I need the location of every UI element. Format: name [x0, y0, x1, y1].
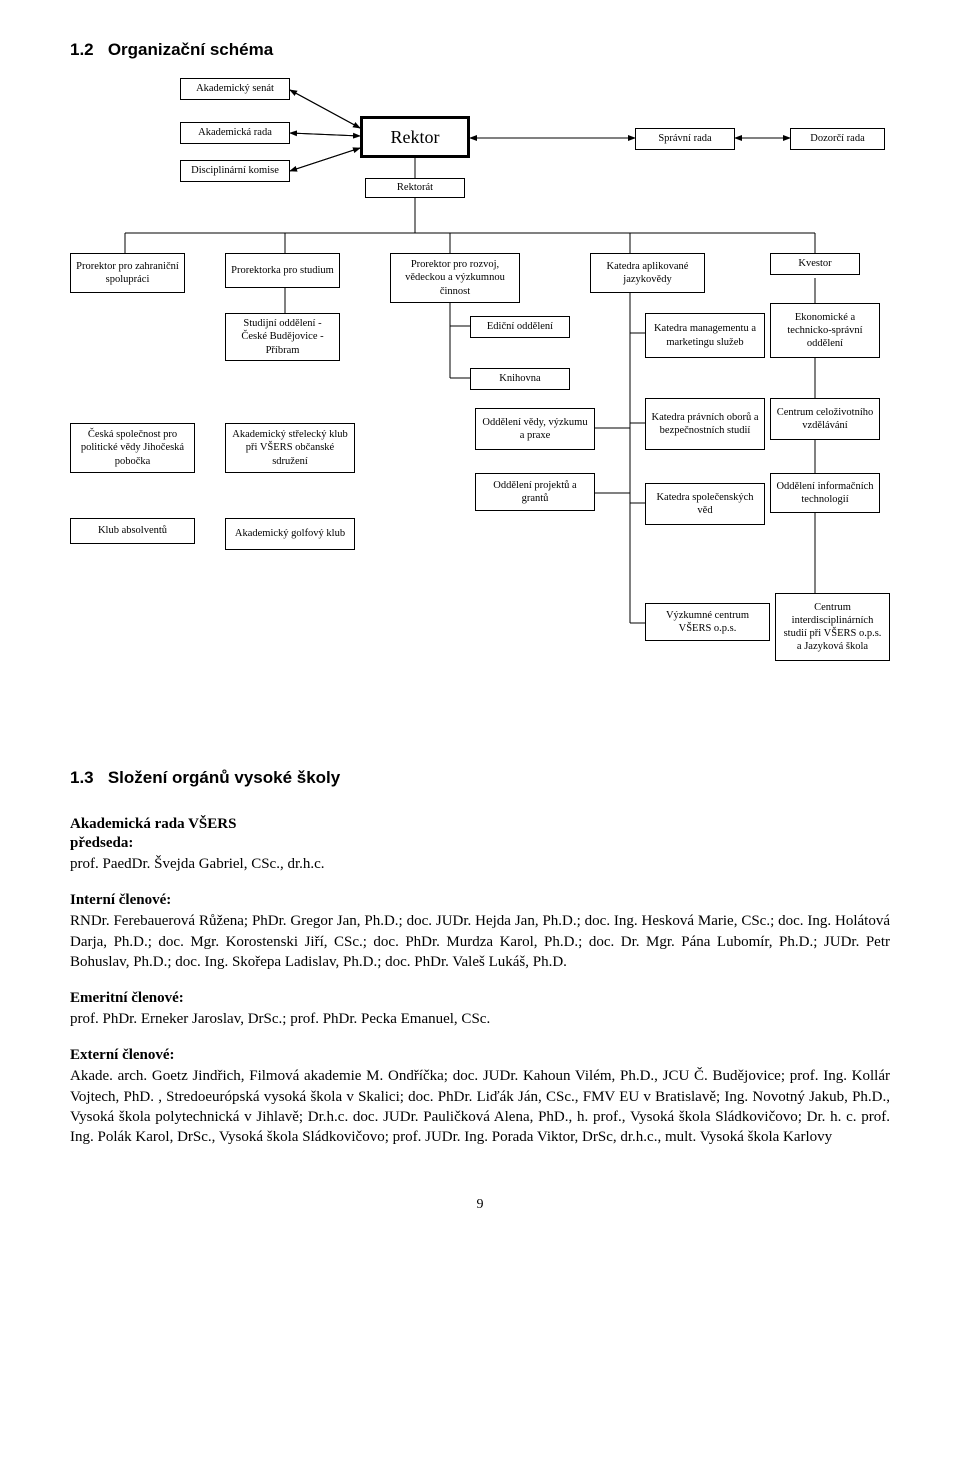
section-title: Organizační schéma [108, 40, 273, 59]
node-prorektor-vyzkum: Prorektor pro rozvoj, vědeckou a výzkumn… [390, 253, 520, 303]
node-spravni-rada: Správní rada [635, 128, 735, 150]
node-strelecky-klub: Akademický střelecký klub při VŠERS obča… [225, 423, 355, 473]
body-p1: prof. PaedDr. Švejda Gabriel, CSc., dr.h… [70, 854, 890, 874]
node-oddeleni-vedy: Oddělení vědy, výzkumu a praxe [475, 408, 595, 450]
org-chart: Akademický senát Akademická rada Discipl… [70, 78, 890, 708]
node-klub-absolventu: Klub absolventů [70, 518, 195, 544]
node-rektor: Rektor [360, 116, 470, 158]
node-knihovna: Knihovna [470, 368, 570, 390]
node-akademicky-senat: Akademický senát [180, 78, 290, 100]
body-h4: Emeritní členové: [70, 990, 890, 1007]
node-oddeleni-projektu: Oddělení projektů a grantů [475, 473, 595, 511]
node-katedra-pravnich: Katedra právních oborů a bezpečnostních … [645, 398, 765, 450]
section-heading-2: 1.3 Složení orgánů vysoké školy [70, 768, 890, 788]
body-p2: RNDr. Ferebauerová Růžena; PhDr. Gregor … [70, 911, 890, 972]
node-dozorci-rada: Dozorčí rada [790, 128, 885, 150]
section-heading-1: 1.2 Organizační schéma [70, 40, 890, 60]
node-centrum-interdisciplinarnich: Centrum interdisciplinárních studií při … [775, 593, 890, 661]
node-studijni-oddeleni: Studijní oddělení - České Budějovice - P… [225, 313, 340, 361]
node-katedra-managementu: Katedra managementu a marketingu služeb [645, 313, 765, 358]
node-katedra-spolecenskych: Katedra společenských věd [645, 483, 765, 525]
body-h2: předseda: [70, 835, 890, 852]
section-num: 1.3 [70, 768, 94, 787]
node-disciplinarni-komise: Disciplinární komise [180, 160, 290, 182]
node-prorektorka-studium: Prorektorka pro studium [225, 253, 340, 288]
node-golfovy-klub: Akademický golfový klub [225, 518, 355, 550]
node-oddeleni-it: Oddělení informačních technologií [770, 473, 880, 513]
node-edicni-oddeleni: Ediční oddělení [470, 316, 570, 338]
body-p4: Akade. arch. Goetz Jindřich, Filmová aka… [70, 1066, 890, 1147]
node-centrum-celozivotniho: Centrum celoživotního vzdělávání [770, 398, 880, 440]
body-h3: Interní členové: [70, 892, 890, 909]
node-rektorat: Rektorát [365, 178, 465, 198]
body-h1: Akademická rada VŠERS [70, 816, 890, 833]
body-p3: prof. PhDr. Erneker Jaroslav, DrSc.; pro… [70, 1009, 890, 1029]
node-akademicka-rada: Akademická rada [180, 122, 290, 144]
node-vyzkumne-centrum: Výzkumné centrum VŠERS o.p.s. [645, 603, 770, 641]
section-title: Složení orgánů vysoké školy [108, 768, 340, 787]
node-prorektor-zahranicni: Prorektor pro zahraniční spolupráci [70, 253, 185, 293]
body-h5: Externí členové: [70, 1047, 890, 1064]
node-ekonomicke: Ekonomické a technicko-správní oddělení [770, 303, 880, 358]
node-kvestor: Kvestor [770, 253, 860, 275]
page-number: 9 [70, 1197, 890, 1213]
node-ceska-spolecnost: Česká společnost pro politické vědy Jiho… [70, 423, 195, 473]
node-katedra-jazykoveda: Katedra aplikované jazykovědy [590, 253, 705, 293]
section-num: 1.2 [70, 40, 94, 59]
